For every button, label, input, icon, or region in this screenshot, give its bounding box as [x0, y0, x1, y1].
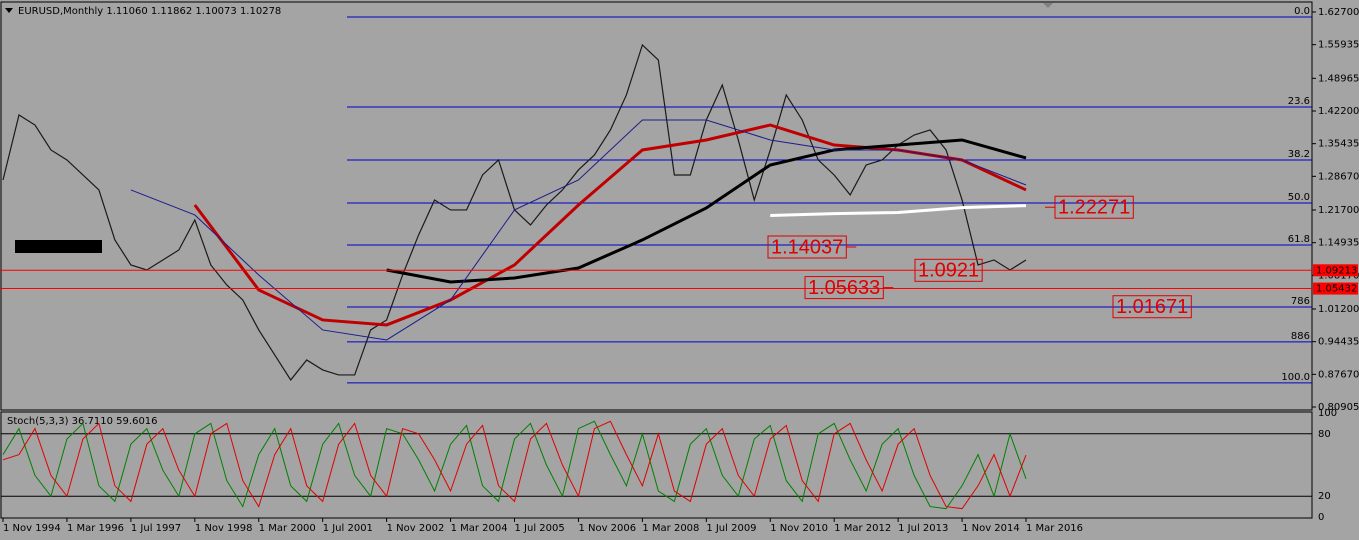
x-tick-label: 1 Mar 2000: [259, 523, 316, 534]
price-panel: [0, 1, 1313, 411]
annotation-label: 1.22271: [1058, 197, 1130, 219]
fib-label: 23.6: [1288, 96, 1310, 107]
x-tick-label: 1 Jul 1997: [131, 523, 181, 534]
y-tick-label: 0.94435: [1318, 337, 1359, 348]
indicator-tick-label: 0: [1318, 512, 1324, 523]
fib-label: 100.0: [1281, 372, 1310, 383]
indicator-tick-label: 80: [1318, 429, 1331, 440]
annotation-label: 1.05633: [808, 277, 880, 299]
x-tick-label: 1 Jul 2013: [898, 523, 948, 534]
stochastic-line: [2, 420, 1027, 510]
x-tick-label: 1 Nov 2002: [387, 523, 445, 534]
indicator-tick-label: 100: [1318, 408, 1337, 419]
shift-marker: [1043, 3, 1053, 8]
price-tag: [1313, 264, 1358, 277]
black-box: [15, 240, 102, 253]
indicator-panel: [0, 411, 1313, 519]
y-tick-label: 1.28670: [1318, 171, 1359, 182]
fib-label: 50.0: [1288, 192, 1310, 203]
fib-label: 786: [1291, 296, 1310, 307]
menu-arrow[interactable]: [5, 8, 13, 13]
moving-average: [130, 119, 1027, 341]
y-tick-label: 1.35435: [1318, 139, 1359, 150]
y-tick-label: 1.01200: [1318, 304, 1359, 315]
y-tick-label: 1.48965: [1318, 73, 1359, 84]
x-tick-label: 1 Nov 2010: [770, 523, 828, 534]
annotation-label: 1.0921: [918, 260, 979, 282]
moving-average: [770, 204, 1027, 218]
fib-label: 886: [1291, 331, 1310, 342]
x-tick-label: 1 Mar 2012: [834, 523, 891, 534]
y-tick-label: 1.42200: [1318, 106, 1359, 117]
price-tag-label: 1.05432: [1316, 284, 1357, 295]
x-tick-label: 1 Mar 2008: [642, 523, 699, 534]
indicator-tick-label: 20: [1318, 491, 1331, 502]
x-tick-label: 1 Mar 1996: [67, 523, 124, 534]
y-tick-label: 1.21700: [1318, 205, 1359, 216]
fib-label: 61.8: [1288, 234, 1310, 245]
x-tick-label: 1 Jul 2005: [515, 523, 565, 534]
annotation-box: [1112, 295, 1192, 319]
y-tick-label: 1.14935: [1318, 238, 1359, 249]
chart-title: EURUSD,Monthly 1.11060 1.11862 1.10073 1…: [18, 6, 281, 17]
x-tick-label: 1 Nov 1994: [3, 523, 61, 534]
price-tag-label: 1.09213: [1316, 265, 1357, 276]
x-tick-label: 1 Jul 2001: [323, 523, 373, 534]
moving-average: [386, 138, 1027, 284]
fib-label: 38.2: [1288, 149, 1310, 160]
x-tick-label: 1 Mar 2016: [1026, 523, 1083, 534]
annotation-label: 1.01671: [1116, 296, 1188, 318]
x-tick-label: 1 Nov 1998: [195, 523, 253, 534]
indicator-title: Stoch(5,3,3) 36.7110 59.6016: [7, 416, 158, 427]
price-tag: [1313, 282, 1358, 295]
y-tick-label: 1.62700: [1318, 7, 1359, 18]
moving-average: [193, 123, 1027, 327]
x-tick-label: 1 Jul 2009: [706, 523, 756, 534]
x-tick-label: 1 Nov 2014: [962, 523, 1020, 534]
y-tick-label: 0.87670: [1318, 369, 1359, 380]
fib-label: 0.0: [1294, 6, 1310, 17]
y-tick-label: 1.55935: [1318, 40, 1359, 51]
annotation-label: 1.14037: [771, 236, 843, 258]
annotation-box: [914, 258, 983, 282]
stochastic-line: [2, 420, 1027, 510]
x-tick-label: 1 Mar 2004: [451, 523, 508, 534]
x-tick-label: 1 Nov 2006: [578, 523, 636, 534]
y-tick-label: 0.80905: [1318, 402, 1359, 413]
